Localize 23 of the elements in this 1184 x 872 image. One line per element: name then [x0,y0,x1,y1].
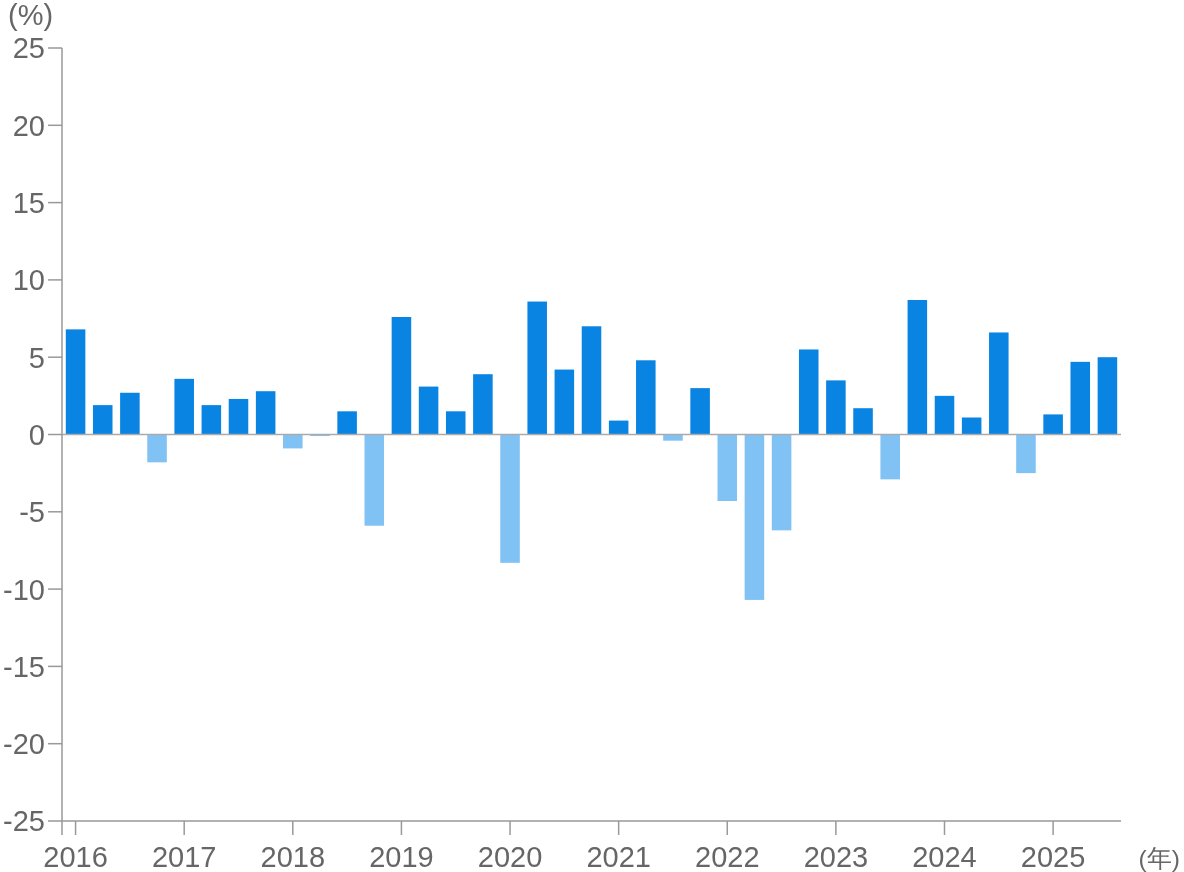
x-tick-label: 2025 [1020,841,1086,872]
y-tick-label: -15 [3,650,45,683]
x-tick-label: 2019 [369,841,434,872]
y-tick-label: 25 [12,32,45,65]
y-axis-title: (%) [8,0,54,31]
y-tick-label: -10 [3,573,45,606]
y-tick-label: 0 [28,418,45,451]
x-tick-label: 2018 [260,841,326,872]
x-tick-label: 2023 [803,841,869,872]
x-tick-label: 2021 [586,841,651,872]
x-tick-label: 2020 [477,841,543,872]
y-tick-label: 5 [28,341,45,374]
x-axis-title: (年) [1138,845,1180,872]
x-tick-label: 2017 [151,841,217,872]
y-tick-label: -25 [3,805,45,838]
y-tick-label: 20 [12,109,45,142]
x-tick-label: 2024 [912,841,977,872]
x-tick-label: 2016 [43,841,108,872]
x-tick-label: 2022 [695,841,760,872]
y-tick-label: -20 [3,728,45,761]
y-tick-label: -5 [19,496,45,529]
y-tick-label: 10 [12,264,45,297]
y-tick-label: 15 [12,187,45,220]
